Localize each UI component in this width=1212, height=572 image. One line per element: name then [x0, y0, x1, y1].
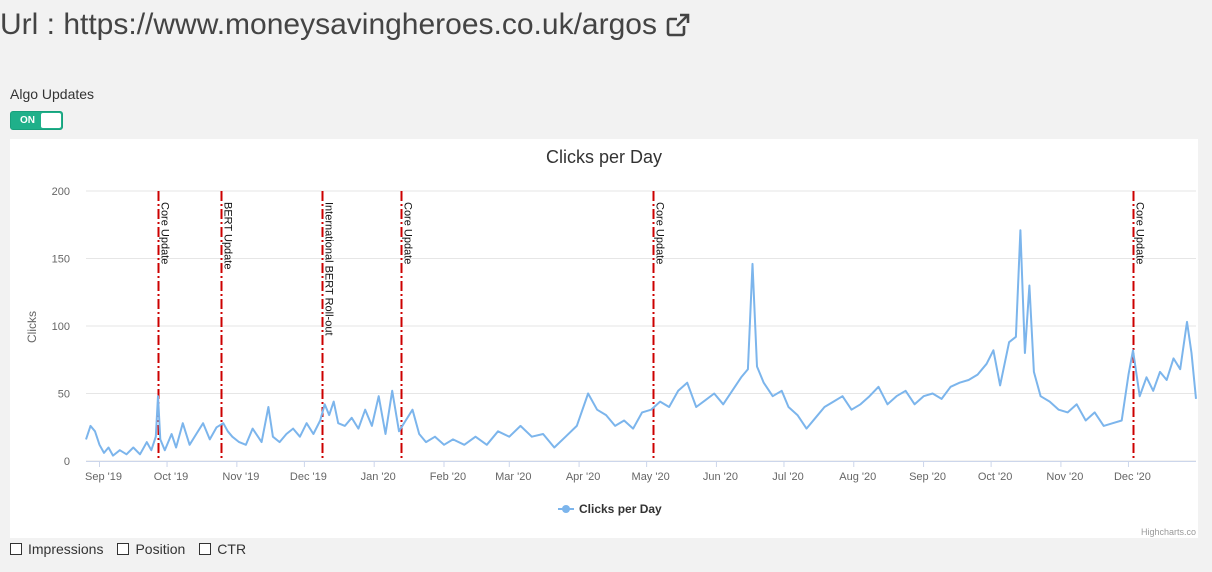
y-axis-label: Clicks	[25, 311, 39, 343]
chart-title: Clicks per Day	[546, 147, 662, 167]
x-tick-label: Mar '20	[495, 471, 531, 483]
x-tick-label: Oct '19	[154, 471, 189, 483]
y-tick-label: 150	[52, 254, 70, 266]
legend-label: Clicks per Day	[579, 502, 662, 516]
x-tick-label: Sep '20	[909, 471, 946, 483]
x-tick-label: May '20	[632, 471, 670, 483]
x-tick-label: Oct '20	[978, 471, 1013, 483]
impressions-checkbox-box[interactable]	[10, 543, 22, 555]
y-tick-label: 200	[52, 186, 70, 198]
chart-credits[interactable]: Highcharts.co	[1141, 527, 1196, 537]
x-tick-label: Sep '19	[85, 471, 122, 483]
impressions-checkbox[interactable]: Impressions	[10, 541, 103, 557]
ctr-checkbox-box[interactable]	[199, 543, 212, 555]
algo-update-label: Core Update	[1134, 202, 1146, 264]
series-line	[85, 229, 1197, 457]
position-checkbox[interactable]: Position	[117, 541, 185, 557]
algo-update-label: Core Update	[654, 202, 666, 264]
x-tick-label: Nov '19	[222, 471, 259, 483]
impressions-label: Impressions	[28, 541, 104, 557]
ctr-label: CTR	[217, 541, 247, 557]
y-tick-label: 100	[52, 321, 70, 333]
x-tick-label: Nov '20	[1046, 471, 1083, 483]
position-checkbox-box[interactable]	[117, 543, 130, 555]
metric-checkboxes: Impressions Position CTR	[10, 541, 246, 557]
x-tick-label: Jul '20	[772, 471, 803, 483]
ctr-checkbox[interactable]: CTR	[199, 541, 246, 557]
legend-marker	[562, 505, 570, 513]
algo-updates-toggle[interactable]: ON	[10, 111, 63, 130]
algo-update-label: BERT Update	[222, 202, 234, 269]
x-tick-label: Jun '20	[703, 471, 738, 483]
clicks-chart: Clicks per Day 0 50 100 150 200 Sep '19 Oct '1…	[10, 139, 1198, 538]
toggle-knob[interactable]	[41, 113, 61, 128]
algo-update-label: Core Update	[159, 202, 171, 264]
algo-updates-label: Algo Updates	[10, 86, 95, 102]
x-tick-label: Aug '20	[839, 471, 876, 483]
x-tick-label: Dec '19	[290, 471, 327, 483]
x-tick-label: Jan '20	[361, 471, 396, 483]
y-tick-label: 50	[58, 389, 70, 401]
chart-svg: Clicks per Day 0 50 100 150 200 Sep '19 Oct '1…	[25, 147, 1197, 537]
legend[interactable]: Clicks per Day	[558, 502, 662, 516]
x-tick-label: Feb '20	[430, 471, 466, 483]
page-title: Url : https://www.moneysavingheroes.co.u…	[0, 8, 691, 42]
y-tick-label: 0	[64, 456, 70, 468]
url-label: Url : https://www.moneysavingheroes.co.u…	[0, 8, 657, 41]
external-link-icon[interactable]	[665, 12, 691, 38]
x-tick-label: Dec '20	[1114, 471, 1151, 483]
x-tick-label: Apr '20	[566, 471, 601, 483]
algo-update-label: International BERT Roll-out	[323, 202, 335, 336]
toggle-text: ON	[20, 115, 35, 126]
algo-update-label: Core Update	[402, 202, 414, 264]
position-label: Position	[135, 541, 186, 557]
